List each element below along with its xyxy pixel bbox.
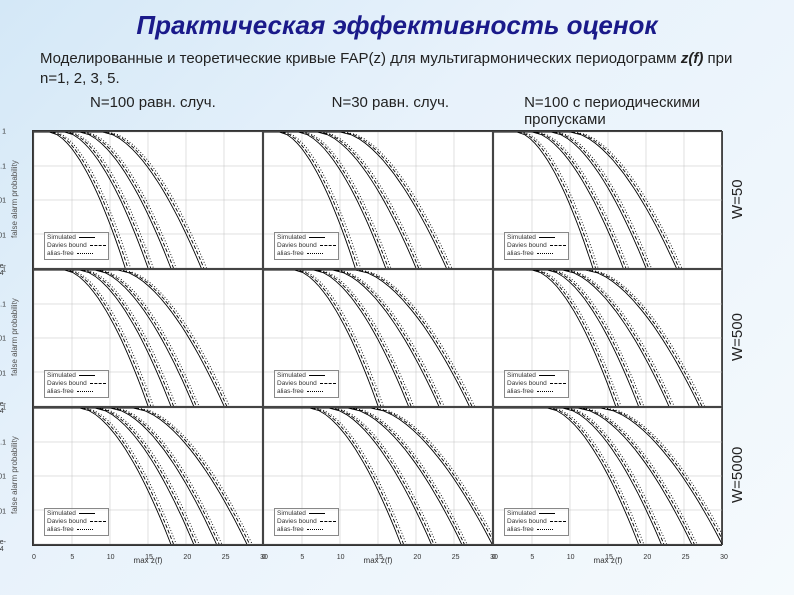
- chart-panel: SimulatedDavies boundalias-free10.10.010…: [33, 269, 263, 407]
- col-header-0: N=100 равн. случ.: [60, 94, 282, 128]
- chart-grid-wrap: SimulatedDavies boundalias-free10.10.010…: [32, 130, 794, 546]
- legend: SimulatedDavies boundalias-free: [44, 508, 109, 536]
- col-header-1: N=30 равн. случ.: [282, 94, 504, 128]
- x-axis-label: max z(f): [494, 556, 722, 565]
- row-label: W=5000: [729, 445, 746, 505]
- chart-panel: SimulatedDavies boundalias-free: [493, 131, 723, 269]
- chart-panel: SimulatedDavies boundalias-free: [493, 269, 723, 407]
- subtitle-var: z(f): [681, 50, 704, 67]
- chart-panel: SimulatedDavies boundalias-free: [263, 269, 493, 407]
- chart-grid: SimulatedDavies boundalias-free10.10.010…: [32, 130, 722, 546]
- subtitle-pre: Моделированные и теоретические кривые FA…: [40, 50, 681, 67]
- legend: SimulatedDavies boundalias-free: [504, 370, 569, 398]
- chart-panel: SimulatedDavies boundalias-free051015202…: [263, 407, 493, 545]
- subtitle: Моделированные и теоретические кривые FA…: [0, 49, 794, 94]
- chart-panel: SimulatedDavies boundalias-free10.10.010…: [33, 131, 263, 269]
- legend: SimulatedDavies boundalias-free: [274, 232, 339, 260]
- x-axis-label: max z(f): [34, 556, 262, 565]
- legend: SimulatedDavies boundalias-free: [274, 370, 339, 398]
- chart-panel: SimulatedDavies boundalias-free10.10.010…: [33, 407, 263, 545]
- legend: SimulatedDavies boundalias-free: [274, 508, 339, 536]
- legend: SimulatedDavies boundalias-free: [44, 370, 109, 398]
- y-axis-label: false alarm probability: [10, 416, 24, 534]
- y-axis-label: false alarm probability: [10, 140, 24, 258]
- legend: SimulatedDavies boundalias-free: [504, 232, 569, 260]
- chart-panel: SimulatedDavies boundalias-free: [263, 131, 493, 269]
- row-label: W=50: [729, 169, 746, 229]
- legend: SimulatedDavies boundalias-free: [44, 232, 109, 260]
- row-label: W=500: [729, 307, 746, 367]
- column-headers: N=100 равн. случ. N=30 равн. случ. N=100…: [0, 94, 794, 128]
- x-axis-label: max z(f): [264, 556, 492, 565]
- y-axis-label: false alarm probability: [10, 278, 24, 396]
- chart-panel: SimulatedDavies boundalias-free051015202…: [493, 407, 723, 545]
- legend: SimulatedDavies boundalias-free: [504, 508, 569, 536]
- page-title: Практическая эффективность оценок: [0, 0, 794, 49]
- col-header-2: N=100 с периодическими пропусками: [504, 94, 754, 128]
